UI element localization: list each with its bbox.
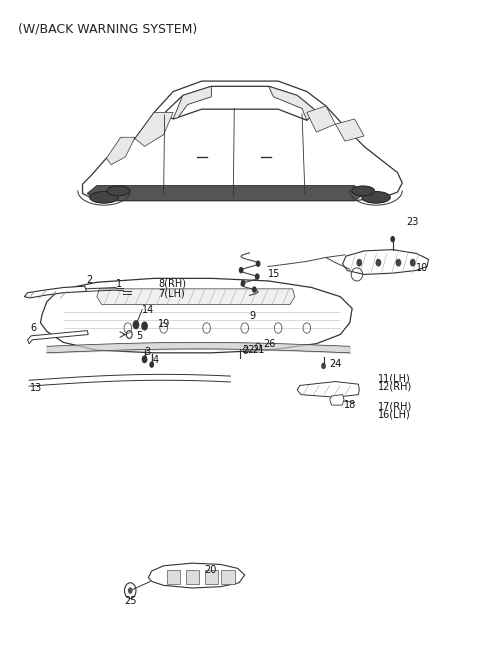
Text: 26: 26 (263, 338, 276, 349)
Circle shape (255, 274, 260, 280)
Polygon shape (40, 278, 352, 353)
Text: (W/BACK WARNING SYSTEM): (W/BACK WARNING SYSTEM) (18, 22, 197, 35)
Circle shape (256, 260, 261, 267)
Text: 15: 15 (268, 269, 280, 279)
Text: 10: 10 (416, 263, 428, 273)
Polygon shape (87, 186, 364, 201)
Polygon shape (83, 81, 402, 201)
Text: 14: 14 (142, 304, 155, 315)
Polygon shape (107, 137, 135, 165)
Circle shape (357, 258, 362, 266)
Text: 3: 3 (144, 346, 151, 356)
Circle shape (132, 320, 139, 329)
Text: 8(RH): 8(RH) (158, 279, 186, 289)
Ellipse shape (352, 186, 374, 195)
Text: 20: 20 (204, 565, 216, 575)
Text: 7(LH): 7(LH) (158, 289, 185, 298)
Circle shape (142, 356, 147, 363)
Text: 1: 1 (116, 279, 122, 289)
Circle shape (149, 361, 154, 368)
Polygon shape (28, 331, 88, 344)
Text: 22: 22 (242, 345, 255, 355)
Polygon shape (164, 87, 316, 120)
Polygon shape (97, 289, 295, 304)
Bar (221, 569, 235, 584)
Circle shape (239, 267, 243, 274)
Circle shape (375, 258, 381, 266)
Polygon shape (148, 563, 245, 588)
Text: 2: 2 (86, 276, 93, 285)
Circle shape (390, 236, 395, 243)
Circle shape (124, 583, 136, 598)
Text: 16(LH): 16(LH) (378, 409, 411, 419)
Circle shape (321, 363, 326, 369)
Polygon shape (343, 250, 429, 274)
Bar (186, 569, 199, 584)
Polygon shape (24, 286, 86, 298)
Circle shape (396, 258, 401, 266)
Text: 25: 25 (124, 596, 137, 606)
Text: 12(RH): 12(RH) (378, 382, 413, 392)
Text: 11(LH): 11(LH) (378, 374, 411, 384)
Text: 23: 23 (406, 216, 419, 226)
Bar (167, 569, 180, 584)
Polygon shape (297, 382, 360, 398)
Polygon shape (330, 395, 344, 405)
Text: 4: 4 (152, 355, 158, 365)
Polygon shape (135, 112, 173, 146)
Text: 9: 9 (250, 311, 256, 321)
Polygon shape (307, 106, 336, 132)
Text: 17(RH): 17(RH) (378, 401, 413, 411)
Text: 19: 19 (158, 319, 170, 329)
Text: 21: 21 (252, 345, 264, 355)
Polygon shape (336, 119, 364, 141)
Circle shape (128, 587, 132, 594)
Circle shape (141, 321, 148, 331)
Ellipse shape (107, 186, 130, 195)
Ellipse shape (90, 192, 118, 203)
Text: 18: 18 (344, 400, 356, 410)
Text: 6: 6 (30, 323, 36, 333)
Text: 5: 5 (136, 331, 142, 342)
Circle shape (240, 280, 245, 287)
Circle shape (410, 258, 416, 266)
Polygon shape (269, 87, 316, 120)
Circle shape (252, 286, 257, 293)
Bar (204, 569, 218, 584)
Text: 13: 13 (30, 383, 42, 393)
Ellipse shape (362, 192, 390, 203)
Text: 24: 24 (330, 359, 342, 369)
Polygon shape (173, 87, 211, 119)
